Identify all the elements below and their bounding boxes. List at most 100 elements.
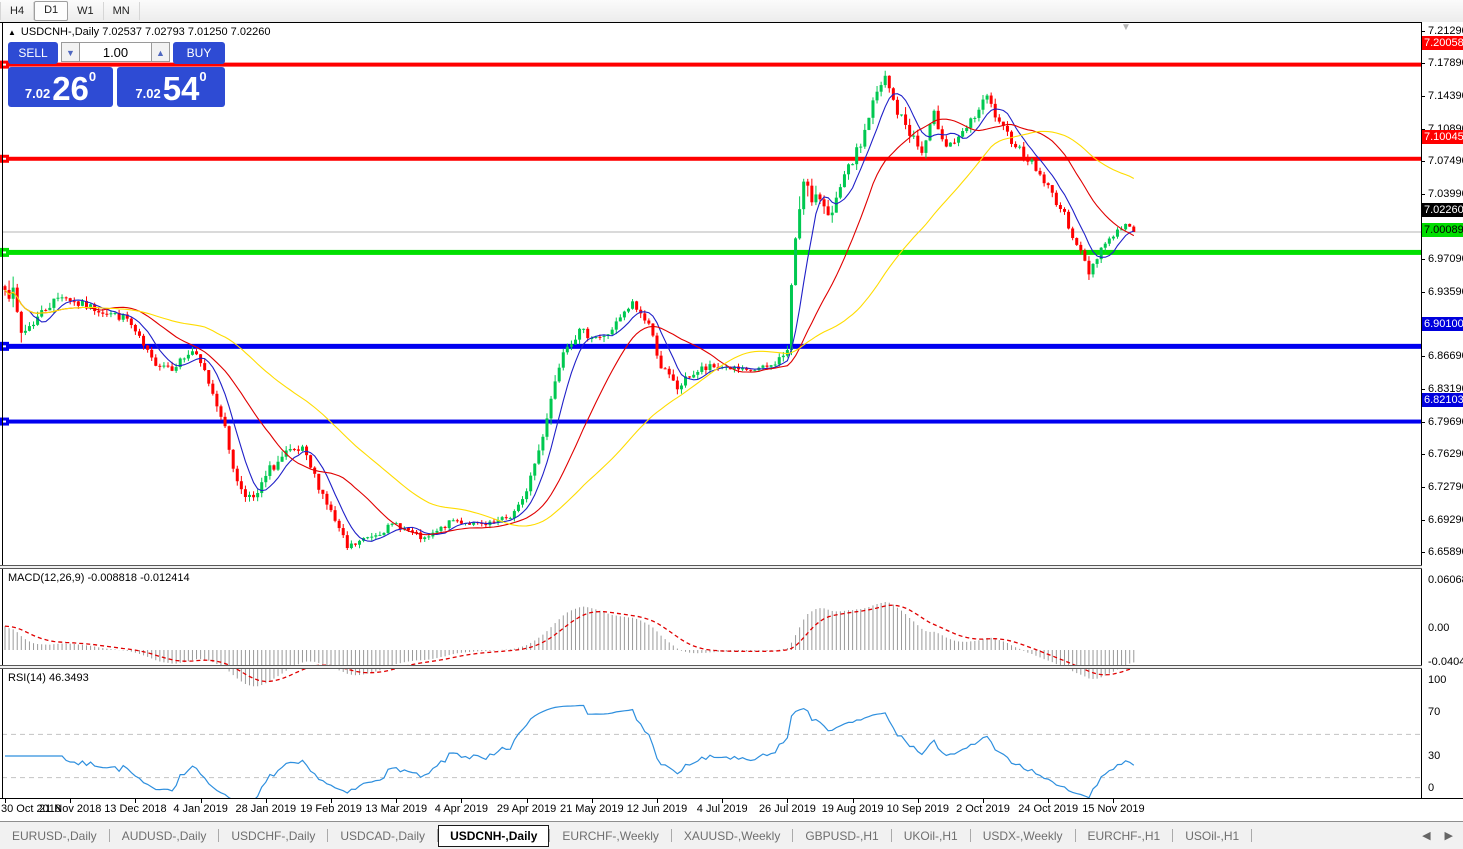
date-label: 19 Aug 2019 bbox=[821, 803, 884, 815]
price-tickmark bbox=[1421, 128, 1425, 130]
date-tickmark bbox=[983, 799, 984, 803]
price-tick-label: 6.86690 bbox=[1428, 350, 1463, 363]
chart-window[interactable] bbox=[0, 22, 1463, 822]
date-label: 28 Jan 2019 bbox=[235, 803, 297, 815]
macd-pane-canvas[interactable] bbox=[0, 592, 1421, 687]
chart-left-border bbox=[2, 22, 3, 799]
volume-input[interactable]: 1.00 bbox=[80, 42, 151, 62]
tab-separator bbox=[969, 829, 971, 842]
tab-separator bbox=[218, 829, 220, 842]
chart-tab-usdcnh[interactable]: USDCNH-,Daily bbox=[438, 824, 550, 847]
main-chart-canvas[interactable] bbox=[0, 44, 1421, 587]
sell-price-point: 0 bbox=[88, 69, 97, 84]
date-label: 10 Sep 2019 bbox=[886, 803, 949, 815]
tab-separator bbox=[792, 829, 794, 842]
sell-button[interactable]: SELL bbox=[8, 42, 58, 64]
chart-tab-ukoil[interactable]: UKOil-,H1 bbox=[903, 828, 958, 843]
chart-tab-eurusd[interactable]: EURUSD-,Daily bbox=[12, 828, 97, 843]
price-tickmark bbox=[1421, 31, 1425, 33]
price-tick-label: 7.17890 bbox=[1428, 57, 1463, 69]
horizontal-level-lines[interactable] bbox=[0, 60, 1421, 426]
timeframe-toolbar: H4 D1 W1 MN bbox=[0, 0, 1463, 22]
price-tick-label: 6.97090 bbox=[1428, 252, 1463, 265]
timeframe-button-h4[interactable]: H4 bbox=[0, 2, 35, 20]
chart-tab-usoil[interactable]: USOil-,H1 bbox=[1185, 828, 1240, 843]
date-tickmark bbox=[526, 799, 528, 803]
sell-price-display[interactable]: 7.02 26 0 bbox=[8, 67, 114, 107]
price-tick-label: 7.03990 bbox=[1428, 187, 1463, 200]
date-tickmark bbox=[461, 799, 463, 803]
volume-increase-icon[interactable]: ▲ bbox=[151, 42, 170, 62]
price-tick-label: 7.21290 bbox=[1428, 25, 1463, 38]
tab-separator bbox=[670, 829, 672, 842]
price-tickmark bbox=[1421, 63, 1425, 64]
date-label: 4 Jul 2019 bbox=[696, 803, 748, 815]
tab-scroll-right-icon[interactable]: ▶ bbox=[1444, 830, 1453, 842]
tab-separator bbox=[1074, 829, 1076, 842]
chart-tab-usdchf[interactable]: USDCHF-,Daily bbox=[231, 828, 316, 843]
price-tickmark bbox=[1421, 160, 1425, 162]
date-axis[interactable]: 30 Oct 2018 21 Nov 2018 13 Dec 2018 4 Jan 2… bbox=[0, 799, 1463, 821]
tab-separator bbox=[327, 829, 329, 842]
tab-separator bbox=[437, 829, 439, 842]
macd-indicator-label: MACD(12,26,9) -0.008818 -0.012414 bbox=[8, 572, 190, 584]
date-tickmark bbox=[1048, 799, 1050, 803]
price-tick-label: 6.76290 bbox=[1428, 448, 1463, 461]
tab-separator bbox=[1172, 829, 1174, 842]
sell-price-prefix: 7.02 bbox=[24, 86, 51, 101]
volume-decrease-icon[interactable]: ▼ bbox=[61, 42, 80, 62]
candlestick-series[interactable] bbox=[3, 70, 1136, 551]
rsi-axis-label: 0 bbox=[1428, 782, 1435, 794]
price-tickmark bbox=[1421, 552, 1425, 554]
collapse-panel-icon[interactable]: ▲ bbox=[8, 28, 16, 37]
rsi-pane-canvas[interactable] bbox=[0, 692, 1421, 820]
date-tickmark bbox=[787, 799, 789, 803]
buy-price-pips: 54 bbox=[162, 70, 200, 107]
chart-tab-audusd[interactable]: AUDUSD-,Daily bbox=[121, 828, 207, 843]
date-tickmark bbox=[591, 799, 593, 803]
date-label: 30 Oct 2018 bbox=[1, 803, 61, 815]
date-label: 19 Feb 2019 bbox=[300, 803, 362, 815]
date-label: 2 Oct 2019 bbox=[956, 803, 1010, 815]
buy-price-prefix: 7.02 bbox=[135, 86, 161, 101]
price-tickmark bbox=[1421, 422, 1425, 424]
price-badge: 7.10045 bbox=[1422, 129, 1463, 144]
chart-shift-marker-icon[interactable]: ▼ bbox=[1121, 22, 1131, 33]
rsi-indicator-label: RSI(14) 46.3493 bbox=[8, 672, 89, 684]
price-tick-label: 6.83190 bbox=[1428, 383, 1463, 396]
date-tickmark bbox=[396, 799, 398, 803]
chart-tab-usdx[interactable]: USDX-,Weekly bbox=[982, 828, 1063, 843]
macd-pane-splitter[interactable] bbox=[0, 565, 1463, 569]
chart-ohlc-values: 7.02537 7.02793 7.01250 7.02260 bbox=[102, 26, 271, 38]
chart-tab-bar: EURUSD-,Daily AUDUSD-,Daily USDCHF-,Daily U… bbox=[0, 821, 1463, 849]
chart-tab-eurchf[interactable]: EURCHF-,Weekly bbox=[562, 828, 659, 843]
date-label: 15 Nov 2019 bbox=[1082, 803, 1145, 815]
chart-tab-usdcad[interactable]: USDCAD-,Daily bbox=[340, 828, 426, 843]
macd-axis-label: 0.00 bbox=[1428, 622, 1450, 634]
date-label: 4 Jan 2019 bbox=[173, 803, 228, 815]
rsi-pane-splitter[interactable] bbox=[0, 665, 1463, 669]
moving-average-7 bbox=[4, 93, 1134, 542]
buy-button[interactable]: BUY bbox=[173, 42, 225, 64]
chart-tab-eurchf[interactable]: EURCHF-,H1 bbox=[1087, 828, 1161, 843]
timeframe-button-d1[interactable]: D1 bbox=[34, 1, 69, 21]
tab-separator bbox=[1251, 829, 1253, 842]
timeframe-button-w1[interactable]: W1 bbox=[68, 2, 104, 20]
price-tick-label: 6.65890 bbox=[1428, 546, 1463, 559]
price-badge: 7.02260 bbox=[1422, 202, 1463, 217]
timeframe-button-mn[interactable]: MN bbox=[104, 2, 140, 20]
chart-tab-gbpusd[interactable]: GBPUSD-,H1 bbox=[805, 828, 879, 843]
price-tickmark bbox=[1421, 520, 1425, 522]
date-label: 26 Jul 2019 bbox=[758, 803, 816, 815]
price-tick-label: 7.07490 bbox=[1428, 154, 1463, 167]
price-axis[interactable]: 7.212907.178907.143907.108907.074907.039… bbox=[1421, 22, 1463, 798]
chart-tab-xauusd[interactable]: XAUUSD-,Weekly bbox=[683, 828, 781, 843]
tab-scroll-left-icon[interactable]: ◀ bbox=[1422, 830, 1431, 842]
price-tickmark bbox=[1421, 487, 1425, 489]
price-axis-border bbox=[1421, 22, 1422, 799]
buy-price-display[interactable]: 7.02 54 0 bbox=[117, 67, 225, 107]
price-tick-label: 6.79690 bbox=[1428, 416, 1463, 429]
date-tickmark bbox=[135, 799, 137, 803]
date-label: 13 Mar 2019 bbox=[365, 803, 428, 815]
sell-price-pips: 26 bbox=[52, 70, 89, 107]
